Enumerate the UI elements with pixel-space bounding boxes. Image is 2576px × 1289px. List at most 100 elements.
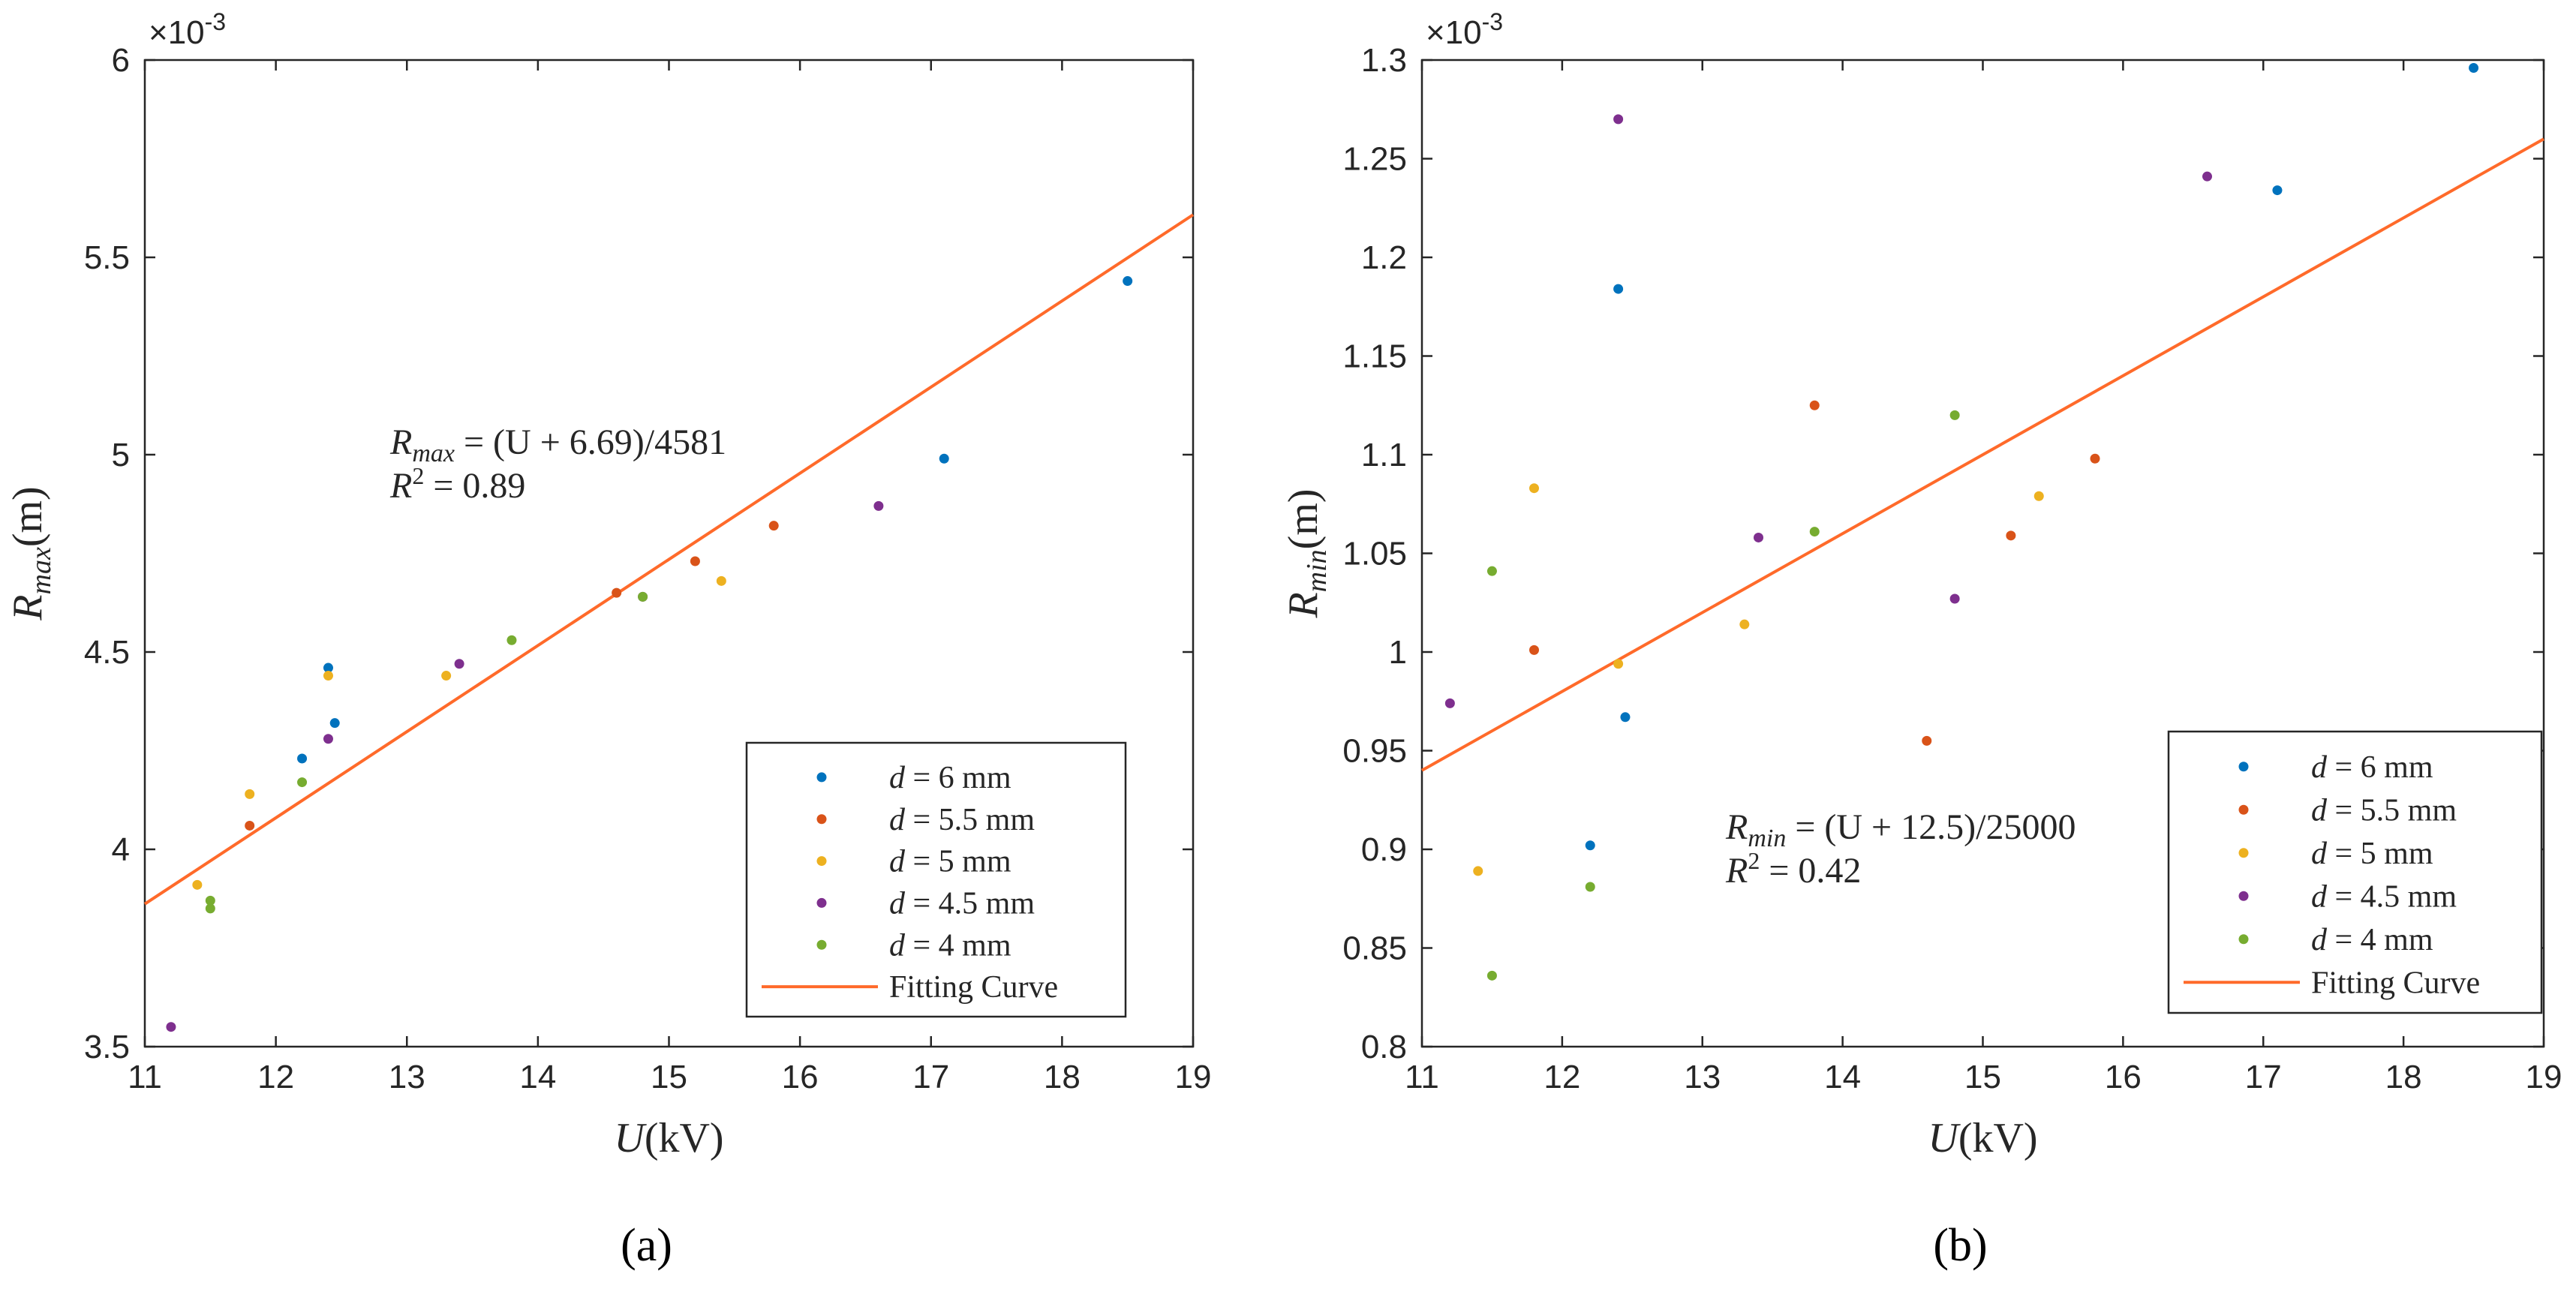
data-point [2272, 185, 2283, 196]
legend-box [745, 741, 1127, 1018]
y-exponent-label: ×10-3 [1426, 8, 1503, 51]
data-point [1486, 566, 1497, 576]
legend-var: d [2311, 879, 2328, 914]
exponent-power: -3 [1482, 8, 1503, 35]
data-point [690, 556, 700, 566]
data-point [1473, 866, 1483, 876]
data-point [454, 659, 464, 669]
legend-var: d [2311, 923, 2328, 957]
data-point [329, 718, 340, 729]
legend-b: d = 6 mmd = 5.5 mmd = 5 mmd = 4.5 mmd = … [2167, 730, 2543, 1014]
data-point [245, 820, 255, 831]
data-point [2006, 530, 2016, 541]
x-tick-label: 11 [1405, 1059, 1439, 1095]
eq-r2-sup: 2 [412, 462, 424, 489]
data-point [205, 895, 215, 906]
eq-r2-base: R [389, 466, 412, 506]
data-point [2033, 491, 2044, 501]
legend-var: d [889, 803, 906, 837]
data-point [323, 734, 333, 744]
data-point [205, 903, 215, 914]
legend-entry-label: d = 6 mm [889, 761, 1011, 795]
exponent-base: ×10 [149, 14, 205, 51]
x-axis-label: U(kV) [614, 1115, 723, 1161]
legend-rest: = 5 mm [2327, 837, 2433, 871]
data-point [1949, 410, 1960, 420]
x-tick-label: 17 [912, 1059, 949, 1095]
x-tick-label: 16 [782, 1059, 819, 1095]
legend-var: d [2311, 793, 2328, 828]
data-point [166, 1022, 176, 1032]
y-tick-label: 4 [112, 831, 130, 868]
legend-fit-label: Fitting Curve [889, 970, 1058, 1005]
legend-marker [816, 939, 827, 950]
eq-rhs: = (U + 12.5)/25000 [1786, 807, 2076, 847]
legend-var: d [2311, 750, 2328, 785]
legend-rest: = 6 mm [2327, 750, 2433, 785]
legend-var: d [889, 845, 906, 879]
y-tick-label: 0.8 [1361, 1029, 1407, 1065]
legend-var: d [2311, 837, 2328, 871]
fitting-curve-line [1421, 137, 2544, 772]
legend-rest: = 6 mm [905, 761, 1011, 795]
data-point [1754, 532, 1763, 542]
x-tick-label: 18 [2385, 1059, 2422, 1095]
x-tick-label: 17 [2245, 1059, 2282, 1095]
series-a-4 [205, 591, 648, 914]
data-point [939, 453, 949, 464]
eq-r2-rhs: = 0.42 [1760, 851, 1861, 891]
y-exponent-label: ×10-3 [149, 8, 226, 51]
legend-entry-label: d = 4.5 mm [889, 886, 1035, 921]
y-tick-label: 1.25 [1342, 141, 1407, 178]
series-b-2 [1473, 483, 2044, 876]
equation-line-1: Rmin = (U + 12.5)/25000 [1725, 807, 2076, 852]
x-tick-label: 12 [257, 1059, 294, 1095]
legend-entry-label: d = 5 mm [2311, 837, 2433, 871]
legend-entry-label: d = 4.5 mm [2311, 879, 2457, 914]
data-point [2202, 171, 2212, 182]
data-point [297, 753, 308, 764]
series-a-2 [192, 575, 726, 890]
legend-rest: = 4.5 mm [905, 886, 1035, 921]
data-point [768, 521, 779, 531]
series-b-3 [1444, 114, 2212, 708]
y-axis-sub: min [1301, 549, 1333, 592]
y-tick-label: 5.5 [84, 239, 130, 276]
data-point [1585, 840, 1595, 851]
data-point [1613, 114, 1624, 125]
legend-rest: = 4.5 mm [2327, 879, 2457, 914]
data-point [1922, 735, 1932, 746]
x-tick-label: 15 [651, 1059, 687, 1095]
legend-rest: = 4 mm [905, 928, 1011, 963]
data-point [323, 663, 333, 673]
data-point [1949, 593, 1960, 604]
equation-line-2: R2 = 0.89 [389, 462, 525, 506]
data-point [245, 789, 255, 799]
eq-var: R [389, 422, 412, 462]
data-point [1585, 882, 1595, 892]
y-axis-label: Rmin(m) [1280, 488, 1333, 618]
series-b-1 [1529, 400, 2100, 746]
data-point [441, 671, 452, 681]
y-axis-var: R [1280, 592, 1327, 618]
x-tick-label: 19 [1175, 1059, 1212, 1095]
legend-rest: = 5 mm [905, 845, 1011, 879]
series-b-0 [1585, 63, 2479, 851]
data-point [1809, 527, 1820, 537]
data-point [1444, 698, 1455, 708]
data-point [1809, 400, 1820, 410]
legend-marker [2238, 934, 2249, 945]
panel-caption: (b) [1933, 1220, 1987, 1271]
legend-marker [816, 772, 827, 783]
eq-var: R [1725, 807, 1748, 847]
y-tick-label: 4.5 [84, 634, 130, 671]
x-tick-label: 14 [1824, 1059, 1861, 1095]
series-b-4 [1486, 410, 1960, 981]
x-axis-label: U(kV) [1928, 1115, 2037, 1161]
legend-var: d [889, 886, 906, 921]
y-axis-var: R [5, 594, 51, 620]
x-axis-var: U [1928, 1115, 1961, 1161]
fitting-curve-line [143, 213, 1195, 906]
y-tick-label: 0.85 [1342, 930, 1407, 967]
data-point [1739, 619, 1750, 629]
